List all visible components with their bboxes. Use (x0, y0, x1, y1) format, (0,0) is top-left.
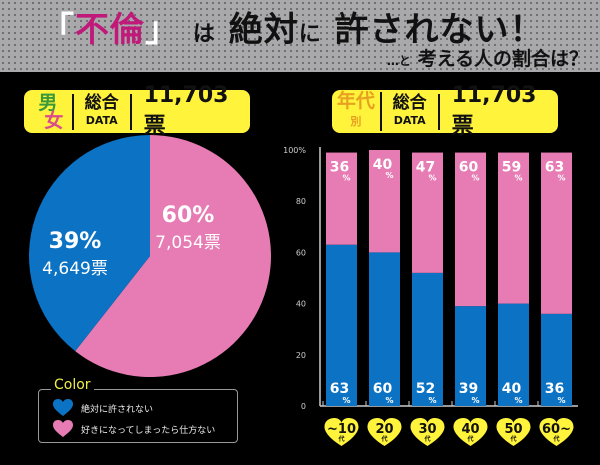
bar-value-unit: % (514, 174, 522, 183)
header-banner: 「不倫」 は 絶対に 許されない！ …と 考える人の割合は？ (0, 0, 600, 72)
heart-category-badge (496, 418, 531, 446)
category-label: 50 (504, 422, 522, 437)
bar-segment-pink (541, 152, 572, 314)
category-unit: 代 (337, 435, 344, 443)
bar-segment-blue (541, 313, 572, 406)
bar-value-label: 40 (502, 381, 522, 397)
pie-label-votes: 4,649票 (42, 259, 108, 279)
bar-segment-pink (455, 152, 486, 307)
bar-value-label: 40 (373, 157, 393, 173)
bar-segment-blue (412, 272, 443, 406)
legend-item-blue: 絶対に許されない (53, 399, 153, 417)
legend-item-pink: 好きになってしまったら仕方ない (53, 420, 215, 438)
bar-value-label: 36 (330, 160, 349, 176)
bar-segment-pink (412, 152, 443, 273)
bar-value-unit: % (557, 174, 565, 183)
bar-value-unit: % (342, 174, 350, 183)
bar-segment-blue (369, 252, 400, 406)
y-tick-label: 20 (296, 351, 306, 360)
bar-value-unit: % (428, 174, 436, 183)
bar-value-unit: % (342, 396, 350, 405)
bar-segment-blue (455, 306, 486, 406)
bar-value-label: 59 (502, 160, 521, 176)
bar-value-label: 60 (459, 160, 479, 176)
category-unit: 代 (552, 435, 559, 443)
color-legend: Color 絶対に許されない 好きになってしまったら仕方ない (38, 377, 238, 443)
bar-value-label: 39 (459, 381, 478, 397)
y-tick-label: 60 (296, 248, 306, 257)
bar-segment-pink (369, 150, 400, 253)
pie-slice (28, 135, 151, 352)
age-total-box: 年代別 総合 DATA 11,703票 (332, 83, 558, 139)
heart-category-badge (324, 418, 359, 446)
y-tick-label: 100% (283, 146, 306, 155)
category-label: ~10 (327, 422, 356, 437)
y-tick-label: 0 (301, 402, 306, 411)
bar-value-label: 63 (545, 160, 564, 176)
category-unit: 代 (423, 435, 430, 443)
bar-value-unit: % (471, 396, 479, 405)
heart-category-badge (453, 418, 488, 446)
y-tick-label: 40 (296, 300, 306, 309)
bar-value-unit: % (428, 396, 436, 405)
age-vote-count: 11,703票 (451, 83, 537, 139)
bar-segment-pink (498, 152, 529, 304)
category-unit: 代 (380, 435, 387, 443)
category-unit: 代 (466, 435, 473, 443)
heart-category-badge (539, 418, 574, 446)
bar-value-label: 47 (416, 160, 435, 176)
bar-value-unit: % (385, 171, 393, 180)
heart-icon (53, 420, 73, 437)
bar-value-label: 36 (545, 381, 564, 397)
category-label: 40 (461, 422, 479, 437)
page-subtitle: …と 考える人の割合は？ (386, 48, 588, 70)
bar-segment-pink (326, 152, 357, 245)
heart-icon (53, 399, 73, 416)
gender-total-box: 男女 総合 DATA 11,703票 (24, 83, 250, 139)
gender-vote-count: 11,703票 (143, 83, 229, 139)
pie-label-percent: 39% (49, 229, 102, 254)
pie-label-votes: 7,054票 (155, 233, 221, 253)
heart-category-badge (367, 418, 402, 446)
bar-value-unit: % (557, 396, 565, 405)
bar-value-unit: % (514, 396, 522, 405)
y-tick-label: 80 (296, 197, 306, 206)
page-title: 「不倫」 は 絶対に 許されない！ (40, 10, 545, 50)
category-label: 30 (418, 422, 436, 437)
bar-segment-blue (326, 244, 357, 406)
category-label: 20 (375, 422, 393, 437)
bar-value-unit: % (385, 396, 393, 405)
bar-value-label: 63 (330, 381, 349, 397)
bar-value-label: 52 (416, 381, 435, 397)
category-unit: 代 (509, 435, 516, 443)
pie-label-percent: 60% (162, 203, 215, 228)
bar-value-label: 60 (373, 381, 393, 397)
bar-value-unit: % (471, 174, 479, 183)
bar-segment-blue (498, 303, 529, 406)
heart-category-badge (410, 418, 445, 446)
pie-slice (75, 135, 271, 377)
category-label: 60~ (542, 422, 571, 437)
